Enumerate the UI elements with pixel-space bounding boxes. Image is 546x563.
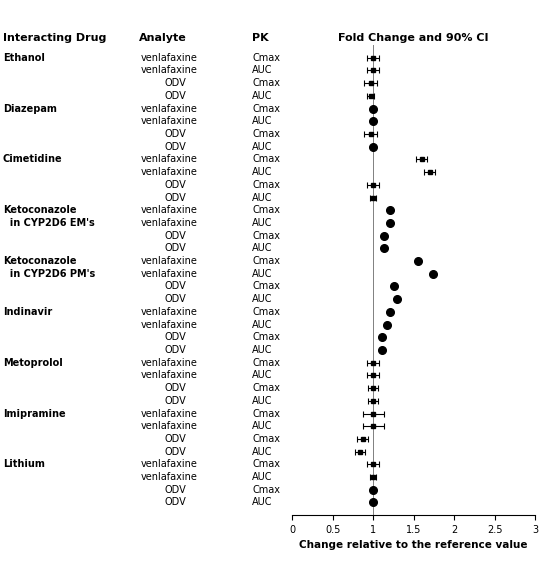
Text: ODV: ODV: [164, 294, 186, 304]
Text: ODV: ODV: [164, 231, 186, 240]
Text: AUC: AUC: [252, 370, 272, 381]
Text: Cmax: Cmax: [252, 104, 280, 114]
Text: ODV: ODV: [164, 332, 186, 342]
Text: ODV: ODV: [164, 282, 186, 292]
Text: ODV: ODV: [164, 91, 186, 101]
Text: Cmax: Cmax: [252, 332, 280, 342]
Text: AUC: AUC: [252, 472, 272, 482]
Text: AUC: AUC: [252, 167, 272, 177]
Text: ODV: ODV: [164, 383, 186, 393]
Text: Ethanol: Ethanol: [3, 53, 45, 62]
Text: ODV: ODV: [164, 78, 186, 88]
Text: Cmax: Cmax: [252, 434, 280, 444]
Text: Ketoconazole: Ketoconazole: [3, 205, 76, 215]
Text: ODV: ODV: [164, 345, 186, 355]
Text: ODV: ODV: [164, 434, 186, 444]
Text: AUC: AUC: [252, 243, 272, 253]
Text: ODV: ODV: [164, 498, 186, 507]
Text: venlafaxine: venlafaxine: [140, 104, 197, 114]
Text: Cmax: Cmax: [252, 231, 280, 240]
Text: venlafaxine: venlafaxine: [140, 421, 197, 431]
Text: venlafaxine: venlafaxine: [140, 269, 197, 279]
Text: in CYP2D6 PM's: in CYP2D6 PM's: [3, 269, 95, 279]
Text: Cmax: Cmax: [252, 307, 280, 317]
Text: venlafaxine: venlafaxine: [140, 65, 197, 75]
Text: ODV: ODV: [164, 129, 186, 139]
Text: AUC: AUC: [252, 446, 272, 457]
Text: venlafaxine: venlafaxine: [140, 358, 197, 368]
Text: AUC: AUC: [252, 421, 272, 431]
Text: ODV: ODV: [164, 446, 186, 457]
Text: ODV: ODV: [164, 142, 186, 151]
Text: AUC: AUC: [252, 294, 272, 304]
Text: Cmax: Cmax: [252, 358, 280, 368]
Text: Fold Change and 90% CI: Fold Change and 90% CI: [339, 33, 489, 43]
Text: ODV: ODV: [164, 396, 186, 406]
Text: venlafaxine: venlafaxine: [140, 256, 197, 266]
Text: in CYP2D6 EM's: in CYP2D6 EM's: [3, 218, 94, 228]
Text: Diazepam: Diazepam: [3, 104, 57, 114]
Text: ODV: ODV: [164, 180, 186, 190]
Text: AUC: AUC: [252, 269, 272, 279]
Text: venlafaxine: venlafaxine: [140, 320, 197, 329]
Text: AUC: AUC: [252, 91, 272, 101]
Text: Cmax: Cmax: [252, 205, 280, 215]
Text: Cmax: Cmax: [252, 282, 280, 292]
Text: Imipramine: Imipramine: [3, 409, 66, 418]
Text: Cmax: Cmax: [252, 154, 280, 164]
Text: Metoprolol: Metoprolol: [3, 358, 62, 368]
Text: Cmax: Cmax: [252, 256, 280, 266]
Text: Cmax: Cmax: [252, 383, 280, 393]
Text: venlafaxine: venlafaxine: [140, 409, 197, 418]
X-axis label: Change relative to the reference value: Change relative to the reference value: [299, 540, 528, 551]
Text: venlafaxine: venlafaxine: [140, 53, 197, 62]
Text: Cmax: Cmax: [252, 409, 280, 418]
Text: AUC: AUC: [252, 396, 272, 406]
Text: Indinavir: Indinavir: [3, 307, 52, 317]
Text: Cmax: Cmax: [252, 459, 280, 470]
Text: PK: PK: [252, 33, 269, 43]
Text: venlafaxine: venlafaxine: [140, 205, 197, 215]
Text: Cmax: Cmax: [252, 180, 280, 190]
Text: AUC: AUC: [252, 320, 272, 329]
Text: venlafaxine: venlafaxine: [140, 117, 197, 126]
Text: Interacting Drug: Interacting Drug: [3, 33, 106, 43]
Text: ODV: ODV: [164, 485, 186, 495]
Text: venlafaxine: venlafaxine: [140, 167, 197, 177]
Text: Cmax: Cmax: [252, 129, 280, 139]
Text: AUC: AUC: [252, 117, 272, 126]
Text: Cmax: Cmax: [252, 78, 280, 88]
Text: venlafaxine: venlafaxine: [140, 218, 197, 228]
Text: venlafaxine: venlafaxine: [140, 154, 197, 164]
Text: venlafaxine: venlafaxine: [140, 472, 197, 482]
Text: Ketoconazole: Ketoconazole: [3, 256, 76, 266]
Text: AUC: AUC: [252, 65, 272, 75]
Text: AUC: AUC: [252, 218, 272, 228]
Text: AUC: AUC: [252, 345, 272, 355]
Text: Cimetidine: Cimetidine: [3, 154, 62, 164]
Text: Cmax: Cmax: [252, 53, 280, 62]
Text: venlafaxine: venlafaxine: [140, 307, 197, 317]
Text: AUC: AUC: [252, 498, 272, 507]
Text: AUC: AUC: [252, 142, 272, 151]
Text: ODV: ODV: [164, 193, 186, 203]
Text: venlafaxine: venlafaxine: [140, 459, 197, 470]
Text: venlafaxine: venlafaxine: [140, 370, 197, 381]
Text: AUC: AUC: [252, 193, 272, 203]
Text: Cmax: Cmax: [252, 485, 280, 495]
Text: ODV: ODV: [164, 243, 186, 253]
Text: Lithium: Lithium: [3, 459, 45, 470]
Text: Analyte: Analyte: [139, 33, 187, 43]
